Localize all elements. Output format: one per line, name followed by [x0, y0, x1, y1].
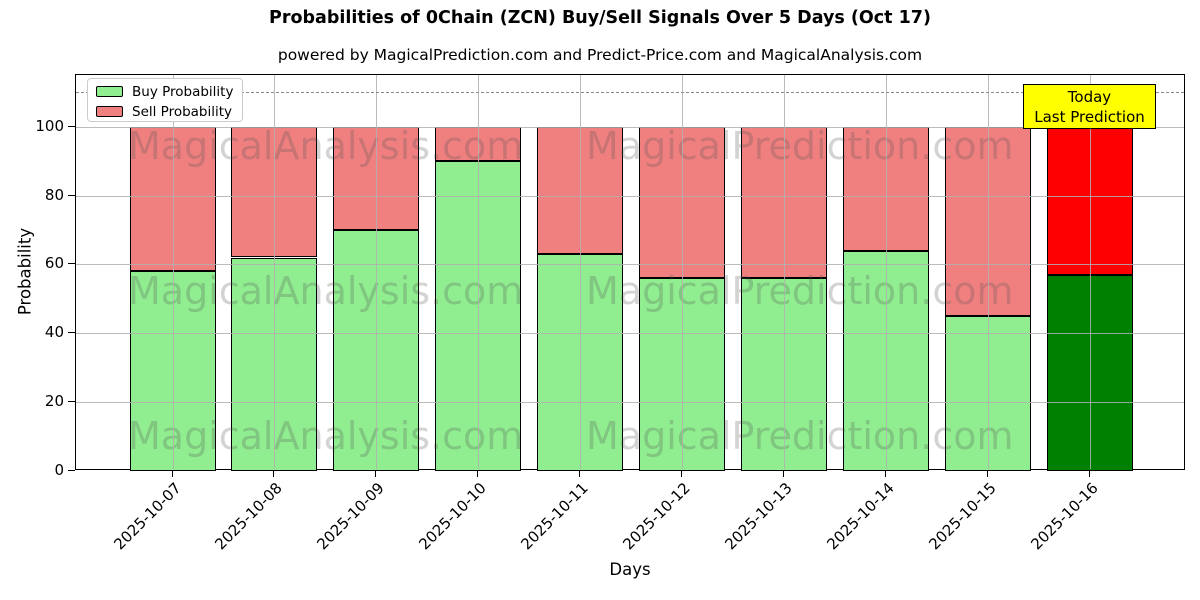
h-gridline: [76, 195, 1184, 197]
legend-entry-sell: Sell Probability: [96, 103, 233, 120]
x-tick-label: 2025-10-13: [721, 479, 796, 554]
sell-bar-segment: [843, 126, 930, 251]
v-gridline: [580, 75, 582, 469]
buy-bar-segment: [333, 229, 420, 471]
today-annotation: Today Last Prediction: [1023, 84, 1156, 129]
bars-layer: [76, 75, 1184, 471]
v-gridline: [376, 75, 378, 469]
y-tick-mark: [68, 332, 75, 334]
sell-bar-segment: [741, 126, 828, 279]
v-gridline: [784, 75, 786, 469]
x-tick-mark: [477, 470, 479, 477]
y-tick-label: 40: [44, 323, 64, 342]
x-tick-label: 2025-10-09: [313, 479, 389, 554]
legend-label-buy: Buy Probability: [132, 83, 234, 100]
x-tick-label: 2025-10-16: [1027, 479, 1102, 554]
buy-bar-segment: [843, 250, 930, 471]
v-gridline: [682, 75, 684, 469]
buy-bar-segment: [741, 278, 828, 471]
annotation-line-2: Last Prediction: [1034, 108, 1145, 126]
v-gridline: [172, 75, 174, 469]
legend-swatch-buy-icon: [96, 86, 123, 97]
h-gridline: [76, 126, 1184, 128]
y-tick-label: 20: [44, 392, 64, 411]
x-tick-mark: [783, 470, 785, 477]
legend-entry-buy: Buy Probability: [96, 83, 234, 100]
sell-bar-segment: [945, 126, 1032, 317]
watermark-text: MagicalAnalysis.com: [128, 414, 524, 458]
buy-bar-segment: [1047, 274, 1133, 471]
grid-layer: [76, 75, 1184, 469]
y-tick-mark: [68, 470, 75, 471]
v-gridline: [478, 75, 480, 469]
watermark-text: MagicalAnalysis.com: [128, 269, 524, 313]
sell-bar-segment: [333, 126, 420, 230]
sell-bar-segment: [537, 126, 624, 255]
x-tick-mark: [171, 470, 173, 477]
sell-bar-segment: [1047, 126, 1133, 275]
x-axis-label: Days: [609, 560, 651, 579]
buy-bar-segment: [231, 257, 318, 471]
watermark-layer: MagicalAnalysis.com MagicalPrediction.com…: [76, 75, 1184, 469]
sell-bar-segment: [231, 126, 318, 258]
chart-title: Probabilities of 0Chain (ZCN) Buy/Sell S…: [269, 8, 931, 28]
x-tick-label: 2025-10-12: [619, 479, 694, 554]
y-tick-label: 80: [44, 185, 64, 204]
y-tick-label: 60: [44, 254, 64, 273]
sell-bar-segment: [129, 126, 216, 272]
buy-bar-segment: [129, 271, 216, 471]
x-tick-mark: [273, 470, 275, 477]
x-tick-label: 2025-10-10: [415, 479, 491, 554]
legend: Buy Probability Sell Probability: [87, 78, 243, 122]
legend-swatch-sell-icon: [96, 106, 123, 117]
x-tick-label: 2025-10-11: [517, 479, 592, 554]
sell-bar-segment: [435, 126, 522, 162]
x-tick-mark: [885, 470, 887, 477]
x-tick-label: 2025-10-08: [211, 479, 287, 554]
x-tick-mark: [681, 470, 683, 477]
h-gridline: [76, 264, 1184, 266]
watermark-text: MagicalPrediction.com: [586, 414, 1014, 458]
x-tick-label: 2025-10-15: [925, 479, 1000, 554]
v-gridline: [274, 75, 276, 469]
buy-bar-segment: [639, 278, 726, 471]
h-gridline: [76, 402, 1184, 404]
annotation-line-1: Today: [1067, 88, 1112, 106]
x-tick-label: 2025-10-14: [823, 479, 898, 554]
watermark-text: MagicalPrediction.com: [586, 124, 1014, 168]
x-tick-mark: [375, 470, 377, 477]
y-tick-mark: [68, 263, 75, 265]
sell-bar-segment: [639, 126, 726, 279]
plot-area: MagicalAnalysis.com MagicalPrediction.com…: [75, 74, 1185, 471]
y-tick-mark: [68, 401, 75, 403]
chart-subtitle: powered by MagicalPrediction.com and Pre…: [277, 46, 923, 64]
y-tick-mark: [68, 194, 75, 196]
buy-bar-segment: [945, 316, 1032, 471]
v-gridline: [988, 75, 990, 469]
legend-label-sell: Sell Probability: [132, 103, 233, 120]
x-tick-mark: [1089, 470, 1090, 477]
x-tick-label: 2025-10-07: [109, 479, 185, 554]
v-gridline: [1090, 75, 1091, 469]
watermark-text: MagicalAnalysis.com: [128, 124, 524, 168]
buy-bar-segment: [537, 254, 624, 471]
x-tick-mark: [987, 470, 989, 477]
watermark-text: MagicalPrediction.com: [586, 269, 1014, 313]
x-tick-mark: [579, 470, 581, 477]
v-gridline: [886, 75, 888, 469]
y-tick-label: 100: [35, 116, 64, 135]
buy-bar-segment: [435, 161, 522, 471]
y-tick-mark: [68, 125, 75, 127]
h-gridline: [76, 333, 1184, 335]
y-tick-label: 0: [54, 461, 64, 479]
